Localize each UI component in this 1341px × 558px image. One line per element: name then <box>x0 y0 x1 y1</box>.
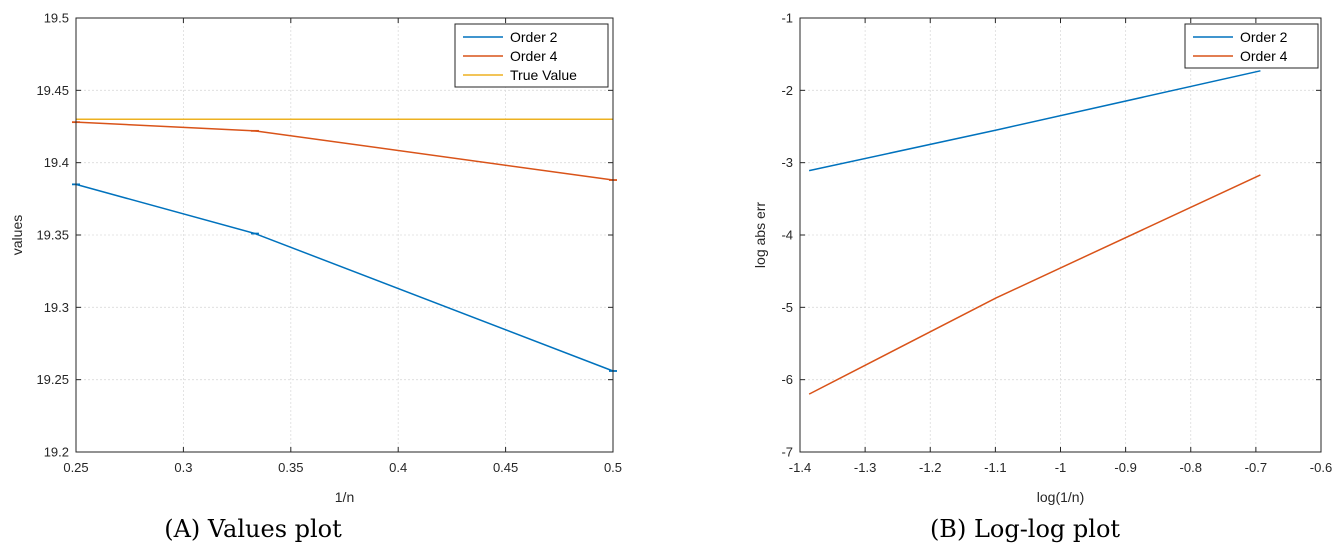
y-tick-label: 19.25 <box>36 372 69 387</box>
legend: Order 2 Order 4 True Value <box>454 23 609 88</box>
x-tick-label: -1.2 <box>919 460 941 475</box>
caption-values-plot: (A) Values plot <box>164 515 342 543</box>
y-tick-label: 19.2 <box>44 445 69 460</box>
x-axis-label: log(1/n) <box>1037 489 1084 505</box>
y-tick-label: 19.3 <box>44 300 69 315</box>
legend-label: Order 2 <box>510 29 558 45</box>
legend-label: True Value <box>510 67 577 83</box>
legend-label: Order 4 <box>510 48 558 64</box>
y-tick-label: -5 <box>781 300 793 315</box>
x-tick-label: -0.9 <box>1114 460 1136 475</box>
x-tick-label: 0.25 <box>63 460 88 475</box>
caption-log-log-plot: (B) Log-log plot <box>929 515 1121 543</box>
series-line-order-4 <box>808 174 1261 395</box>
x-tick-label: 0.3 <box>174 460 192 475</box>
legend-label: Order 4 <box>1240 48 1288 64</box>
x-tick-label: 0.5 <box>604 460 622 475</box>
y-tick-label: 19.35 <box>36 228 69 243</box>
x-tick-label: -0.8 <box>1180 460 1202 475</box>
x-tick-label: -1.1 <box>984 460 1006 475</box>
y-tick-label: 19.4 <box>44 155 69 170</box>
x-tick-label: -0.6 <box>1310 460 1332 475</box>
axes-box <box>75 17 614 453</box>
x-tick-label: -1.3 <box>854 460 876 475</box>
y-tick-label: -1 <box>781 11 793 26</box>
chart-values: 0.25 0.3 0.35 0.4 0.45 0.5 19.2 19.25 19.3 19.35 1… <box>9 11 622 506</box>
y-axis-label: values <box>9 215 25 255</box>
x-tick-label: -1.4 <box>789 460 811 475</box>
y-axis-label: log abs err <box>752 202 768 268</box>
y-tick-label: 19.5 <box>44 11 69 26</box>
legend-box <box>1184 23 1319 69</box>
x-tick-label: 0.45 <box>493 460 518 475</box>
y-tick-label: -4 <box>781 228 793 243</box>
x-tick-label: -1 <box>1055 460 1067 475</box>
legend-label: Order 2 <box>1240 29 1288 45</box>
y-tick-label: -7 <box>781 445 793 460</box>
chart-loglog: -1.4 -1.3 -1.2 -1.1 -1 -0.9 -0.8 -0.7 -0.6 -7 -6 -5… <box>752 11 1332 506</box>
x-axis-label: 1/n <box>335 489 354 505</box>
axes-box <box>799 17 1322 453</box>
legend: Order 2 Order 4 <box>1184 23 1319 69</box>
y-tick-label: -6 <box>781 372 793 387</box>
series-line-order-2 <box>808 70 1261 172</box>
x-tick-label: -0.7 <box>1245 460 1267 475</box>
x-tick-label: 0.4 <box>389 460 407 475</box>
y-tick-label: 19.45 <box>36 83 69 98</box>
y-tick-label: -3 <box>781 155 793 170</box>
y-tick-label: -2 <box>781 83 793 98</box>
x-tick-label: 0.35 <box>278 460 303 475</box>
